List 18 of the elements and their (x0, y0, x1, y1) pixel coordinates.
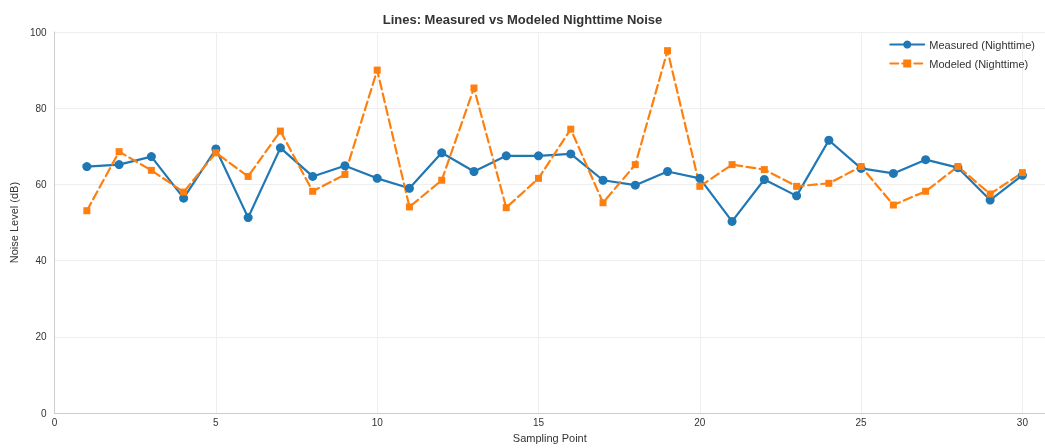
legend-label: Modeled (Nighttime) (929, 57, 1029, 70)
y-tick-label: 60 (35, 178, 48, 190)
legend-label: Measured (Nighttime) (929, 38, 1036, 51)
x-tick-label: 15 (532, 416, 545, 428)
x-tick-label: 30 (1016, 416, 1029, 428)
y-axis-title: Noise Level (dB) (7, 181, 20, 264)
x-tick-label: 0 (51, 416, 58, 428)
x-tick-label: 20 (694, 416, 706, 428)
y-tick-label: 0 (41, 407, 48, 419)
x-tick-label: 25 (855, 416, 868, 428)
y-tick-label: 20 (35, 331, 48, 343)
y-tick-label: 80 (35, 102, 48, 114)
x-tick-label: 5 (213, 416, 220, 428)
x-axis-title: Sampling Point (512, 431, 587, 444)
x-tick-label: 10 (371, 416, 384, 428)
y-tick-label: 100 (29, 26, 48, 38)
y-tick-label: 40 (35, 255, 48, 267)
chart-title: Lines: Measured vs Modeled Nighttime Noise (382, 12, 663, 27)
